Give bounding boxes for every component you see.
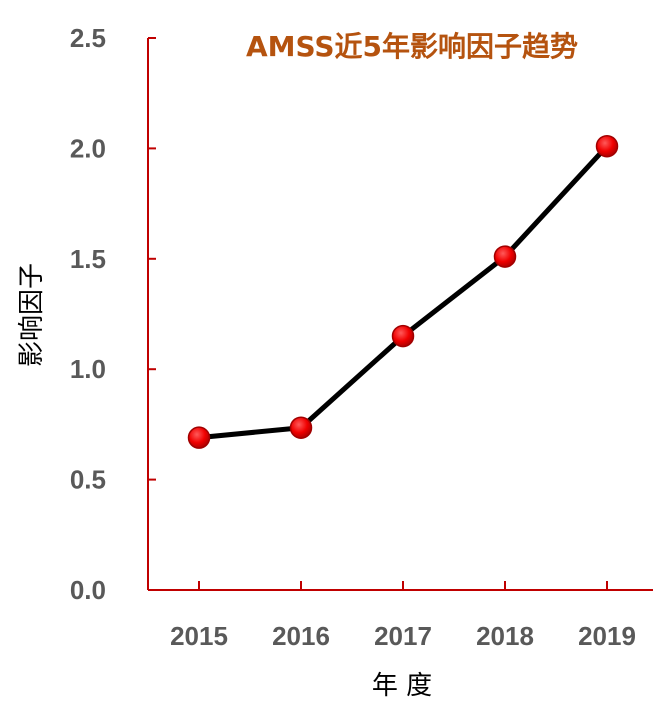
y-tick-label: 1.0	[70, 354, 106, 384]
data-markers	[187, 134, 619, 449]
data-point-2018	[493, 245, 517, 268]
y-tick-label: 1.5	[70, 244, 106, 274]
x-tick-label: 2015	[170, 621, 228, 651]
data-point-2016	[289, 416, 313, 439]
x-tick-label: 2018	[476, 621, 534, 651]
y-tick-label: 0.5	[70, 465, 106, 495]
x-tick-label: 2016	[272, 621, 330, 651]
x-axis-title: 年 度	[372, 671, 432, 701]
x-axis-ticks: 2015 2016 2017 2018 2019	[170, 581, 636, 651]
y-axis-ticks: 0.0 0.5 1.0 1.5 2.0 2.5	[70, 23, 156, 605]
data-point-2019	[595, 134, 619, 158]
x-tick-label: 2017	[374, 621, 432, 651]
series-line	[198, 144, 609, 441]
y-axis-title: 影响因子	[17, 263, 47, 367]
y-tick-label: 2.0	[70, 133, 106, 163]
data-point-2015	[187, 426, 211, 449]
x-tick-label: 2019	[578, 621, 636, 651]
y-tick-label: 0.0	[70, 575, 106, 605]
data-point-2017	[391, 324, 415, 348]
chart-title: AMSS近5年影响因子趋势	[246, 30, 578, 63]
y-tick-label: 2.5	[70, 23, 106, 53]
